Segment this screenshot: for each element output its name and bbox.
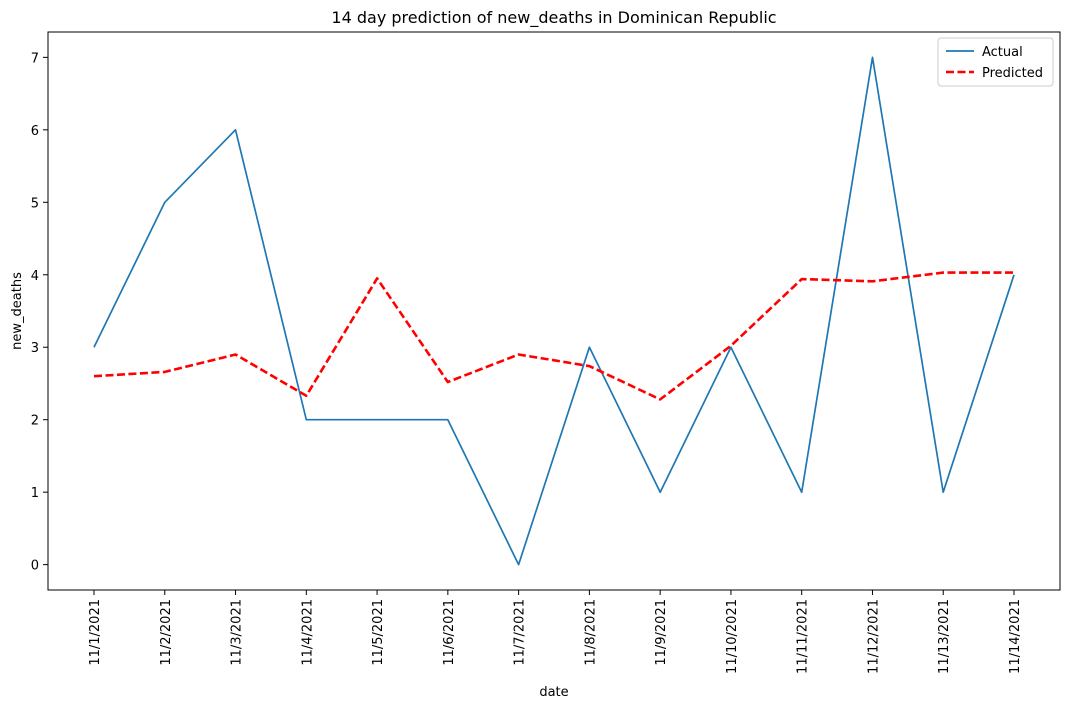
- x-tick-label: 11/7/2021: [513, 599, 528, 666]
- y-axis-title: new_deaths: [10, 272, 25, 350]
- x-tick-label: 11/13/2021: [937, 599, 952, 674]
- x-tick-label: 11/1/2021: [88, 599, 103, 666]
- x-tick-label: 11/14/2021: [1008, 599, 1023, 674]
- x-tick-label: 11/8/2021: [583, 599, 598, 666]
- x-tick-label: 11/3/2021: [230, 599, 245, 666]
- series-line-predicted: [93, 271, 1014, 401]
- y-tick-label: 1: [31, 486, 39, 501]
- x-tick-label: 11/2/2021: [159, 599, 174, 666]
- legend-label-actual: Actual: [982, 45, 1023, 60]
- x-tick-label: 11/10/2021: [725, 599, 740, 674]
- y-tick-label: 3: [31, 341, 39, 356]
- y-tick-label: 4: [31, 269, 39, 284]
- plot-frame: [47, 31, 1061, 591]
- x-tick-label: 11/4/2021: [300, 599, 315, 666]
- y-tick-label: 6: [31, 124, 39, 139]
- series-line-actual: [93, 56, 1015, 566]
- legend-label-predicted: Predicted: [982, 66, 1043, 81]
- x-axis-title: date: [539, 685, 568, 700]
- y-tick-label: 2: [31, 414, 39, 429]
- x-tick-label: 11/12/2021: [866, 599, 881, 674]
- y-tick-label: 0: [31, 559, 39, 574]
- x-tick-label: 11/5/2021: [371, 599, 386, 666]
- x-tick-label: 11/11/2021: [796, 599, 811, 674]
- chart-title: 14 day prediction of new_deaths in Domin…: [331, 8, 776, 28]
- x-tick-label: 11/6/2021: [442, 599, 457, 666]
- legend-frame: [937, 37, 1054, 87]
- x-tick-label: 11/9/2021: [654, 599, 669, 666]
- legend: Actual Predicted: [937, 37, 1054, 87]
- y-tick-label: 5: [31, 196, 39, 211]
- y-tick-label: 7: [31, 51, 39, 66]
